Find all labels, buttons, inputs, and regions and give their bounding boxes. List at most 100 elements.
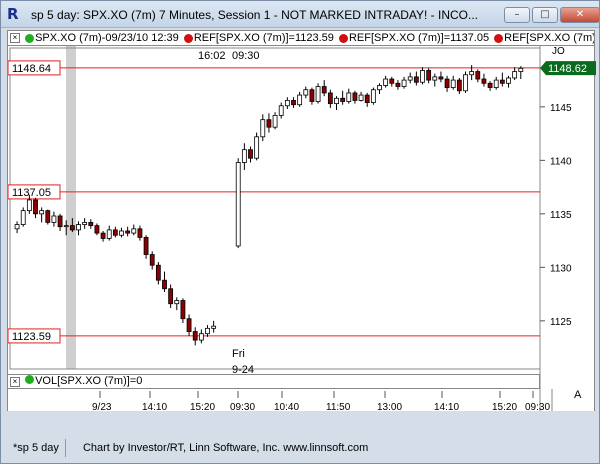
session-gap-band [66,46,76,369]
legend-item-ref-2[interactable]: REF[SPX.XO (7m)]=1137.05 [348,32,490,45]
reference-label: 1148.64 [12,63,51,75]
candle-body [395,82,401,87]
title-bar[interactable]: R sp 5 day: SPX.XO (7m) 7 Minutes, Sessi… [1,1,600,28]
candle-body [149,254,155,266]
candle-body [241,149,247,163]
candle-body [94,225,100,234]
plot-border [9,47,541,370]
candle-body [69,225,75,231]
annotation-date: 9-24 [232,364,254,376]
y-tick-label: 1130 [550,263,572,274]
last-price-label: 1148.62 [548,63,587,75]
candle-body [475,71,481,80]
candle-body [469,71,475,76]
x-tick-label: 13:00 [377,402,402,411]
candle-body [63,225,69,228]
candle-body [155,264,161,281]
chart-tab[interactable]: *sp 5 day [7,439,66,457]
volume-dot-icon[interactable] [25,375,35,384]
reference-label-box [8,60,61,76]
volume-corner-label: A [574,389,582,401]
candle-body [180,300,186,320]
minimize-button[interactable]: – [504,7,530,23]
candle-body [383,78,389,86]
candle-body [340,97,346,102]
legend-close-icon[interactable]: × [10,33,20,44]
candle-body [106,229,112,239]
volume-close-icon[interactable]: × [10,377,20,387]
x-tick-label: 15:20 [190,402,215,411]
candle-body [512,71,518,79]
candle-body [235,162,241,247]
candle-body [192,331,198,341]
y-tick-label: 1140 [550,156,572,167]
legend-dot-icon[interactable] [183,33,193,43]
candlestick-chart[interactable]: 1125 1130 1135 1140 1145 1148.64 1137.05 1123.5… [8,46,596,411]
candle-body [100,232,106,239]
x-tick-label: 14:10 [434,402,459,411]
candle-body [112,229,118,236]
last-price-tag [540,61,596,76]
legend-item-ref-3[interactable]: REF[SPX.XO (7m)]=1148.6 [504,32,594,45]
reference-label-box [8,328,61,344]
candle-body [481,78,487,84]
candle-body [205,327,210,335]
candle-body [432,76,438,81]
candle-body [358,94,364,101]
candle-body [284,100,290,107]
legend-dot-icon[interactable] [25,33,35,43]
legend-end-label: JO [552,46,565,57]
x-tick-label: 11:50 [326,402,351,411]
candle-body [487,82,493,88]
y-tick-label: 1145 [550,103,572,114]
candle-body [499,79,505,84]
candle-body [76,224,81,231]
legend-item-ref-1[interactable]: REF[SPX.XO (7m)]=1123.59 [193,32,334,45]
candle-body [278,105,284,116]
reference-label: 1137.05 [12,187,51,199]
volume-pane-header: × VOL[SPX.XO (7m)]=0 [7,374,540,389]
candle-body [168,288,174,305]
candle-body [315,86,321,102]
candle-body [303,89,309,96]
candle-body [297,94,303,106]
candle-body [143,236,149,255]
candle-body [51,215,57,223]
legend-item-spx[interactable]: SPX.XO (7m)-09/23/10 12:39 [35,32,179,45]
candle-body [45,210,51,223]
y-tick-label: 1125 [550,317,572,328]
legend-dot-icon[interactable] [494,33,504,43]
candle-body [14,224,20,230]
candle-body [377,85,382,91]
candle-body [137,228,143,238]
volume-label[interactable]: VOL[SPX.XO (7m)]=0 [35,375,143,387]
app-logo-icon: R [7,5,19,23]
maximize-button[interactable]: □ [532,7,558,23]
candle-body [162,279,167,290]
candle-body [211,325,217,329]
candle-body [33,199,38,215]
candle-body [321,86,327,94]
candle-body [82,222,88,225]
price-chart-area[interactable]: 1125 1130 1135 1140 1145 1148.64 1137.05 1123.5… [7,46,596,411]
candle-body [186,318,192,332]
candle-body [198,333,204,341]
candle-body [125,230,131,234]
candle-body [506,77,511,84]
candle-body [518,67,524,72]
candle-body [389,78,395,84]
reference-label-box [8,184,61,200]
x-tick-label: 9/23 [92,402,112,411]
candle-body [254,136,260,159]
candle-body [57,215,63,228]
legend-dot-icon[interactable] [338,33,348,43]
candle-body [20,210,26,225]
candle-body [291,100,296,106]
chart-credit: Chart by Investor/RT, Linn Software, Inc… [82,442,369,454]
candle-body [266,119,272,128]
window-title: sp 5 day: SPX.XO (7m) 7 Minutes, Session… [31,8,479,22]
y-tick-label: 1135 [550,210,572,221]
close-button[interactable]: ✕ [560,7,600,23]
candle-body [413,76,419,83]
